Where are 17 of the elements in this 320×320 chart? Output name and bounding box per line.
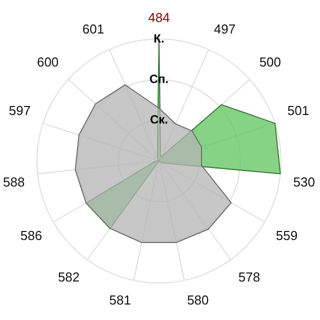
spoke-label: 581	[109, 292, 131, 308]
y-tick-label: Ск.	[150, 112, 168, 127]
spoke-label: 586	[20, 228, 42, 243]
spoke-label: 497	[214, 21, 236, 36]
spoke-label: 597	[8, 103, 31, 118]
spoke-label: 500	[259, 54, 282, 70]
spoke-label: 588	[3, 174, 25, 190]
spoke-label: 580	[187, 292, 209, 308]
spoke-label: 530	[293, 174, 315, 190]
y-tick-label: К.	[154, 31, 164, 46]
spoke-label: 582	[58, 270, 80, 285]
spoke-label: 600	[36, 54, 59, 70]
spoke-label: 578	[238, 270, 260, 285]
spoke-label: 559	[276, 228, 298, 243]
spoke-label: 501	[287, 103, 310, 118]
spoke-label: 484	[148, 10, 170, 25]
spoke-label: 601	[82, 21, 104, 36]
